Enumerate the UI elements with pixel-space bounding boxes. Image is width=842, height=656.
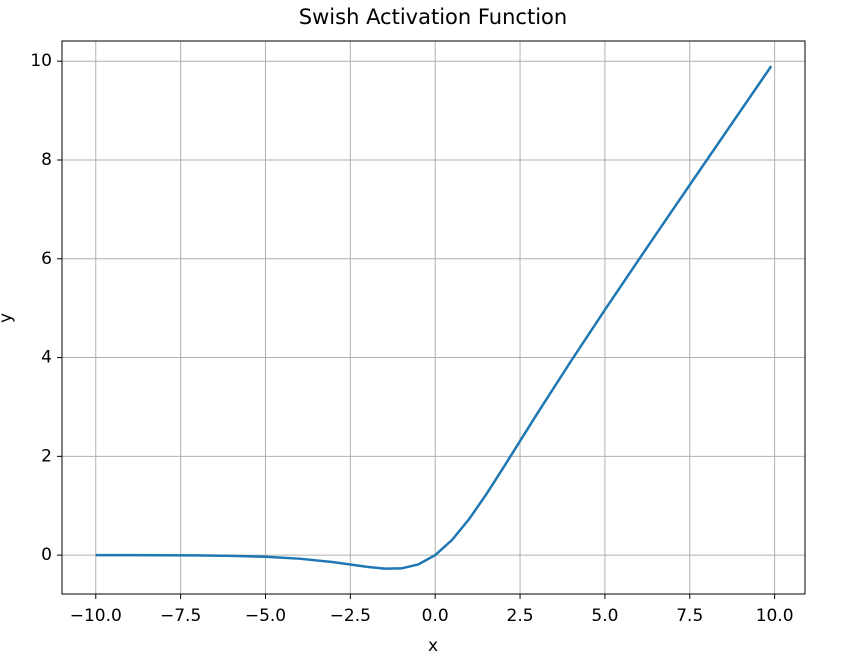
x-axis-label: x	[428, 636, 438, 656]
y-tick-label: 4	[41, 348, 52, 368]
x-tick-label: 10.0	[756, 606, 794, 626]
y-tick-label: 2	[41, 446, 52, 466]
x-tick-label: 5.0	[591, 606, 618, 626]
y-axis-label: y	[0, 313, 16, 323]
y-tick-label: 6	[41, 249, 52, 269]
plot-frame	[61, 40, 806, 595]
x-tick-label: −5.0	[245, 606, 286, 626]
x-tick-label: 7.5	[676, 606, 703, 626]
y-tick-label: 0	[41, 545, 52, 565]
line-series	[95, 65, 773, 570]
x-tick-label: −2.5	[330, 606, 371, 626]
y-tick-label: 8	[41, 150, 52, 170]
y-tick-label: 10	[30, 51, 52, 71]
chart-title: Swish Activation Function	[299, 5, 567, 29]
x-tick-label: 2.5	[507, 606, 534, 626]
x-tick-label: −7.5	[160, 606, 201, 626]
x-tick-label: 0.0	[422, 606, 449, 626]
x-tick-label: −10.0	[70, 606, 122, 626]
